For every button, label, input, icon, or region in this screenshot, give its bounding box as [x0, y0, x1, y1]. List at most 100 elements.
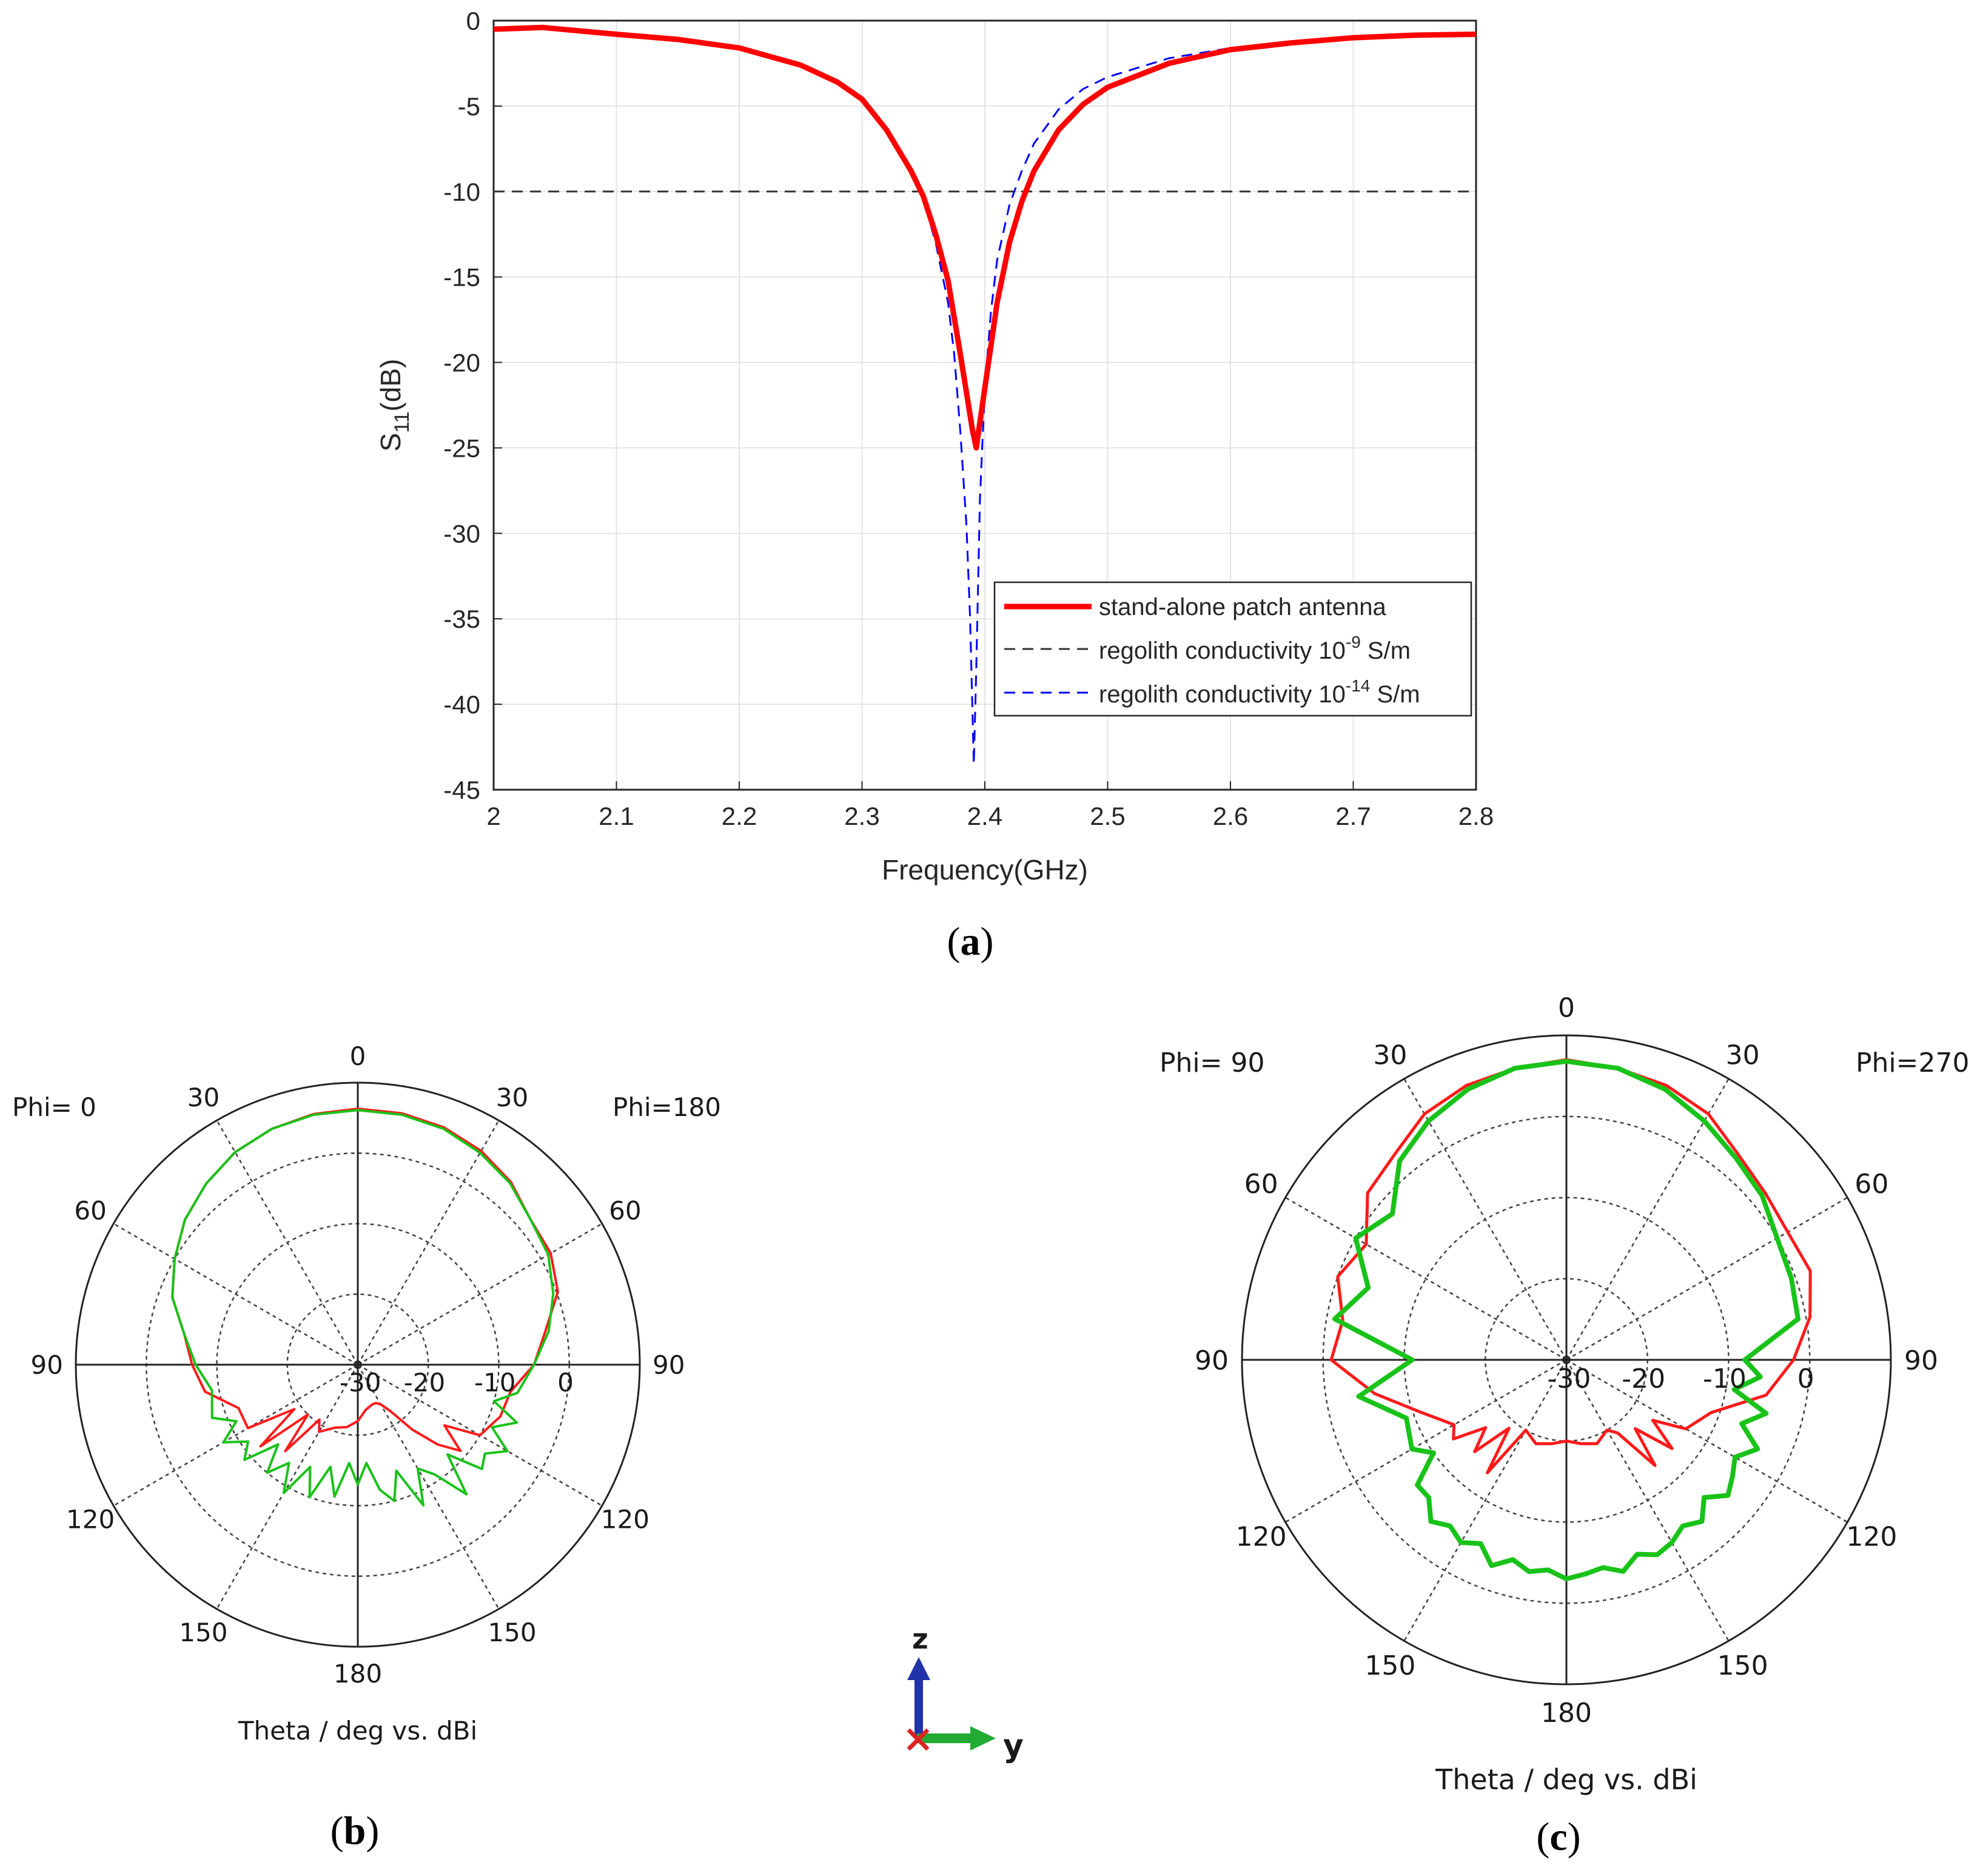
- polar-spoke: [1403, 1359, 1568, 1641]
- panel-b-polar-phi0: 0 30 60 90 120 150 180 150 120 90 60 30 -30 -20 -10 0 P…: [12, 1041, 721, 1853]
- y-tick-label: -20: [443, 349, 480, 377]
- y-tick-label: -30: [443, 519, 480, 548]
- polar-labels: 0 30 60 90 120 150 180 150 120 90 60 30 -30 -20 -10 0: [31, 1041, 685, 1689]
- x-tick-label: 2.4: [967, 802, 1002, 830]
- y-tick-label: -10: [443, 178, 480, 206]
- x-tick-label: 2.6: [1213, 802, 1248, 830]
- legend-label-cond-14: regolith conductivity 10-14 S/m: [1099, 676, 1420, 708]
- polar-grid: [75, 1081, 641, 1648]
- angle-label: 120: [1846, 1521, 1897, 1552]
- phi-right-label: Phi=180: [612, 1092, 721, 1122]
- angle-label: 60: [1854, 1169, 1888, 1200]
- plot-frame: [492, 19, 1477, 791]
- series-group: [1329, 1058, 1812, 1582]
- radial-tick-label: -30: [1547, 1363, 1591, 1394]
- panel-a-s11-chart: 2 2.1 2.2 2.3 2.4 2.5 2.6 2.7 2.8 0 -5 -10 -15 -20 -25…: [375, 7, 1494, 964]
- angle-label: 90: [31, 1350, 63, 1380]
- z-axis-label: z: [912, 1622, 928, 1655]
- angle-label: 30: [1373, 1040, 1407, 1071]
- x-tick-label: 2.2: [722, 802, 757, 830]
- polar-spoke: [1285, 1197, 1567, 1361]
- polar-axis-caption: Theta / deg vs. dBi: [238, 1716, 477, 1746]
- radial-tick-label: -20: [404, 1368, 446, 1397]
- x-tick-label: 2.7: [1335, 802, 1371, 830]
- angle-label: 30: [496, 1083, 528, 1112]
- radial-tick-label: 0: [557, 1368, 574, 1397]
- radial-tick-label: -20: [1622, 1363, 1665, 1394]
- polar-spoke: [357, 1223, 603, 1366]
- angle-label: 150: [488, 1618, 536, 1647]
- angle-label: 0: [1558, 993, 1575, 1024]
- series-group: [493, 24, 1477, 765]
- caption-c: (c): [1536, 1815, 1580, 1859]
- x-axis-marker-icon: [907, 1728, 930, 1751]
- angle-label: 90: [1195, 1345, 1229, 1376]
- polar-spoke: [113, 1363, 358, 1507]
- y-tick-label: 0: [466, 7, 480, 35]
- radial-tick-label: 0: [1797, 1363, 1814, 1394]
- phi-right-label: Phi=270: [1856, 1047, 1970, 1078]
- x-tick-label: 2: [486, 802, 500, 830]
- angle-label: 150: [179, 1618, 227, 1647]
- y-tick-label: -35: [443, 605, 480, 633]
- series-red-pattern: [1329, 1058, 1812, 1474]
- angle-label: 60: [609, 1196, 641, 1226]
- angle-label: 90: [653, 1350, 685, 1380]
- y-tick-label: -5: [458, 92, 480, 121]
- polar-grid: [1241, 1034, 1892, 1686]
- phi-left-label: Phi= 0: [12, 1092, 96, 1122]
- series-green-pattern: [1332, 1058, 1800, 1582]
- y-tick-label: -25: [443, 434, 480, 462]
- angle-label: 60: [1244, 1169, 1278, 1200]
- polar-center-marker: [354, 1360, 362, 1369]
- radial-tick-label: -30: [340, 1368, 381, 1397]
- angle-label: 0: [350, 1041, 366, 1071]
- legend-label-standalone: stand-alone patch antenna: [1099, 594, 1386, 620]
- angle-label: 120: [66, 1505, 115, 1535]
- angle-label: 120: [1236, 1521, 1287, 1552]
- y-axis-arrow-icon: [917, 1726, 996, 1750]
- panel-c-polar-phi90: 0 30 60 90 120 150 180 150 120 90 60 30 -30 -20 -10 0 P…: [1159, 993, 1970, 1859]
- legend-label-cond-9: regolith conductivity 10-9 S/m: [1099, 633, 1411, 664]
- legend: stand-alone patch antenna regolith condu…: [993, 581, 1472, 717]
- angle-label: 150: [1717, 1650, 1768, 1681]
- polar-center-marker: [1562, 1356, 1571, 1364]
- x-axis-label: Frequency(GHz): [882, 854, 1088, 886]
- polar-axis-caption: Theta / deg vs. dBi: [1435, 1763, 1697, 1796]
- y-axis-label: S11(dB): [375, 359, 414, 452]
- angle-label: 180: [1541, 1698, 1592, 1729]
- angle-label: 150: [1364, 1650, 1415, 1681]
- angle-label: 180: [334, 1659, 382, 1689]
- angle-label: 30: [1726, 1040, 1760, 1071]
- y-axis-indicator-label: y: [1003, 1728, 1024, 1764]
- z-axis-arrow-icon: [907, 1657, 930, 1736]
- x-tick-label: 2.3: [844, 802, 879, 830]
- tick-labels: 2 2.1 2.2 2.3 2.4 2.5 2.6 2.7 2.8 0 -5 -10 -15 -20 -25…: [443, 7, 1494, 830]
- angle-label: 90: [1904, 1345, 1938, 1376]
- polar-outer-circle: [75, 1081, 641, 1648]
- x-tick-label: 2.5: [1090, 802, 1125, 830]
- axis-orientation-indicator: z y: [907, 1622, 1024, 1764]
- series-green-pattern: [171, 1109, 555, 1507]
- polar-labels: 0 30 60 90 120 150 180 150 120 90 60 30 -30 -20 -10 0: [1195, 993, 1938, 1729]
- y-tick-label: -45: [443, 776, 480, 804]
- angle-label: 30: [187, 1083, 220, 1112]
- radial-tick-label: -10: [1703, 1363, 1747, 1394]
- phi-left-label: Phi= 90: [1159, 1047, 1265, 1078]
- x-tick-label: 2.1: [599, 802, 634, 830]
- radial-tick-label: -10: [474, 1368, 516, 1397]
- y-tick-label: -40: [443, 690, 480, 719]
- series-group: [171, 1108, 559, 1507]
- polar-spoke: [216, 1364, 359, 1610]
- polar-spoke: [1566, 1359, 1848, 1523]
- polar-outer-circle: [1241, 1034, 1892, 1686]
- angle-label: 60: [74, 1196, 106, 1226]
- series-red-pattern: [171, 1108, 559, 1453]
- caption-a: (a): [947, 920, 994, 964]
- polar-spoke: [1565, 1078, 1730, 1360]
- caption-b: (b): [331, 1809, 380, 1853]
- series-standalone-line: [493, 24, 1477, 451]
- x-tick-label: 2.8: [1458, 802, 1494, 830]
- polar-spoke: [113, 1223, 358, 1366]
